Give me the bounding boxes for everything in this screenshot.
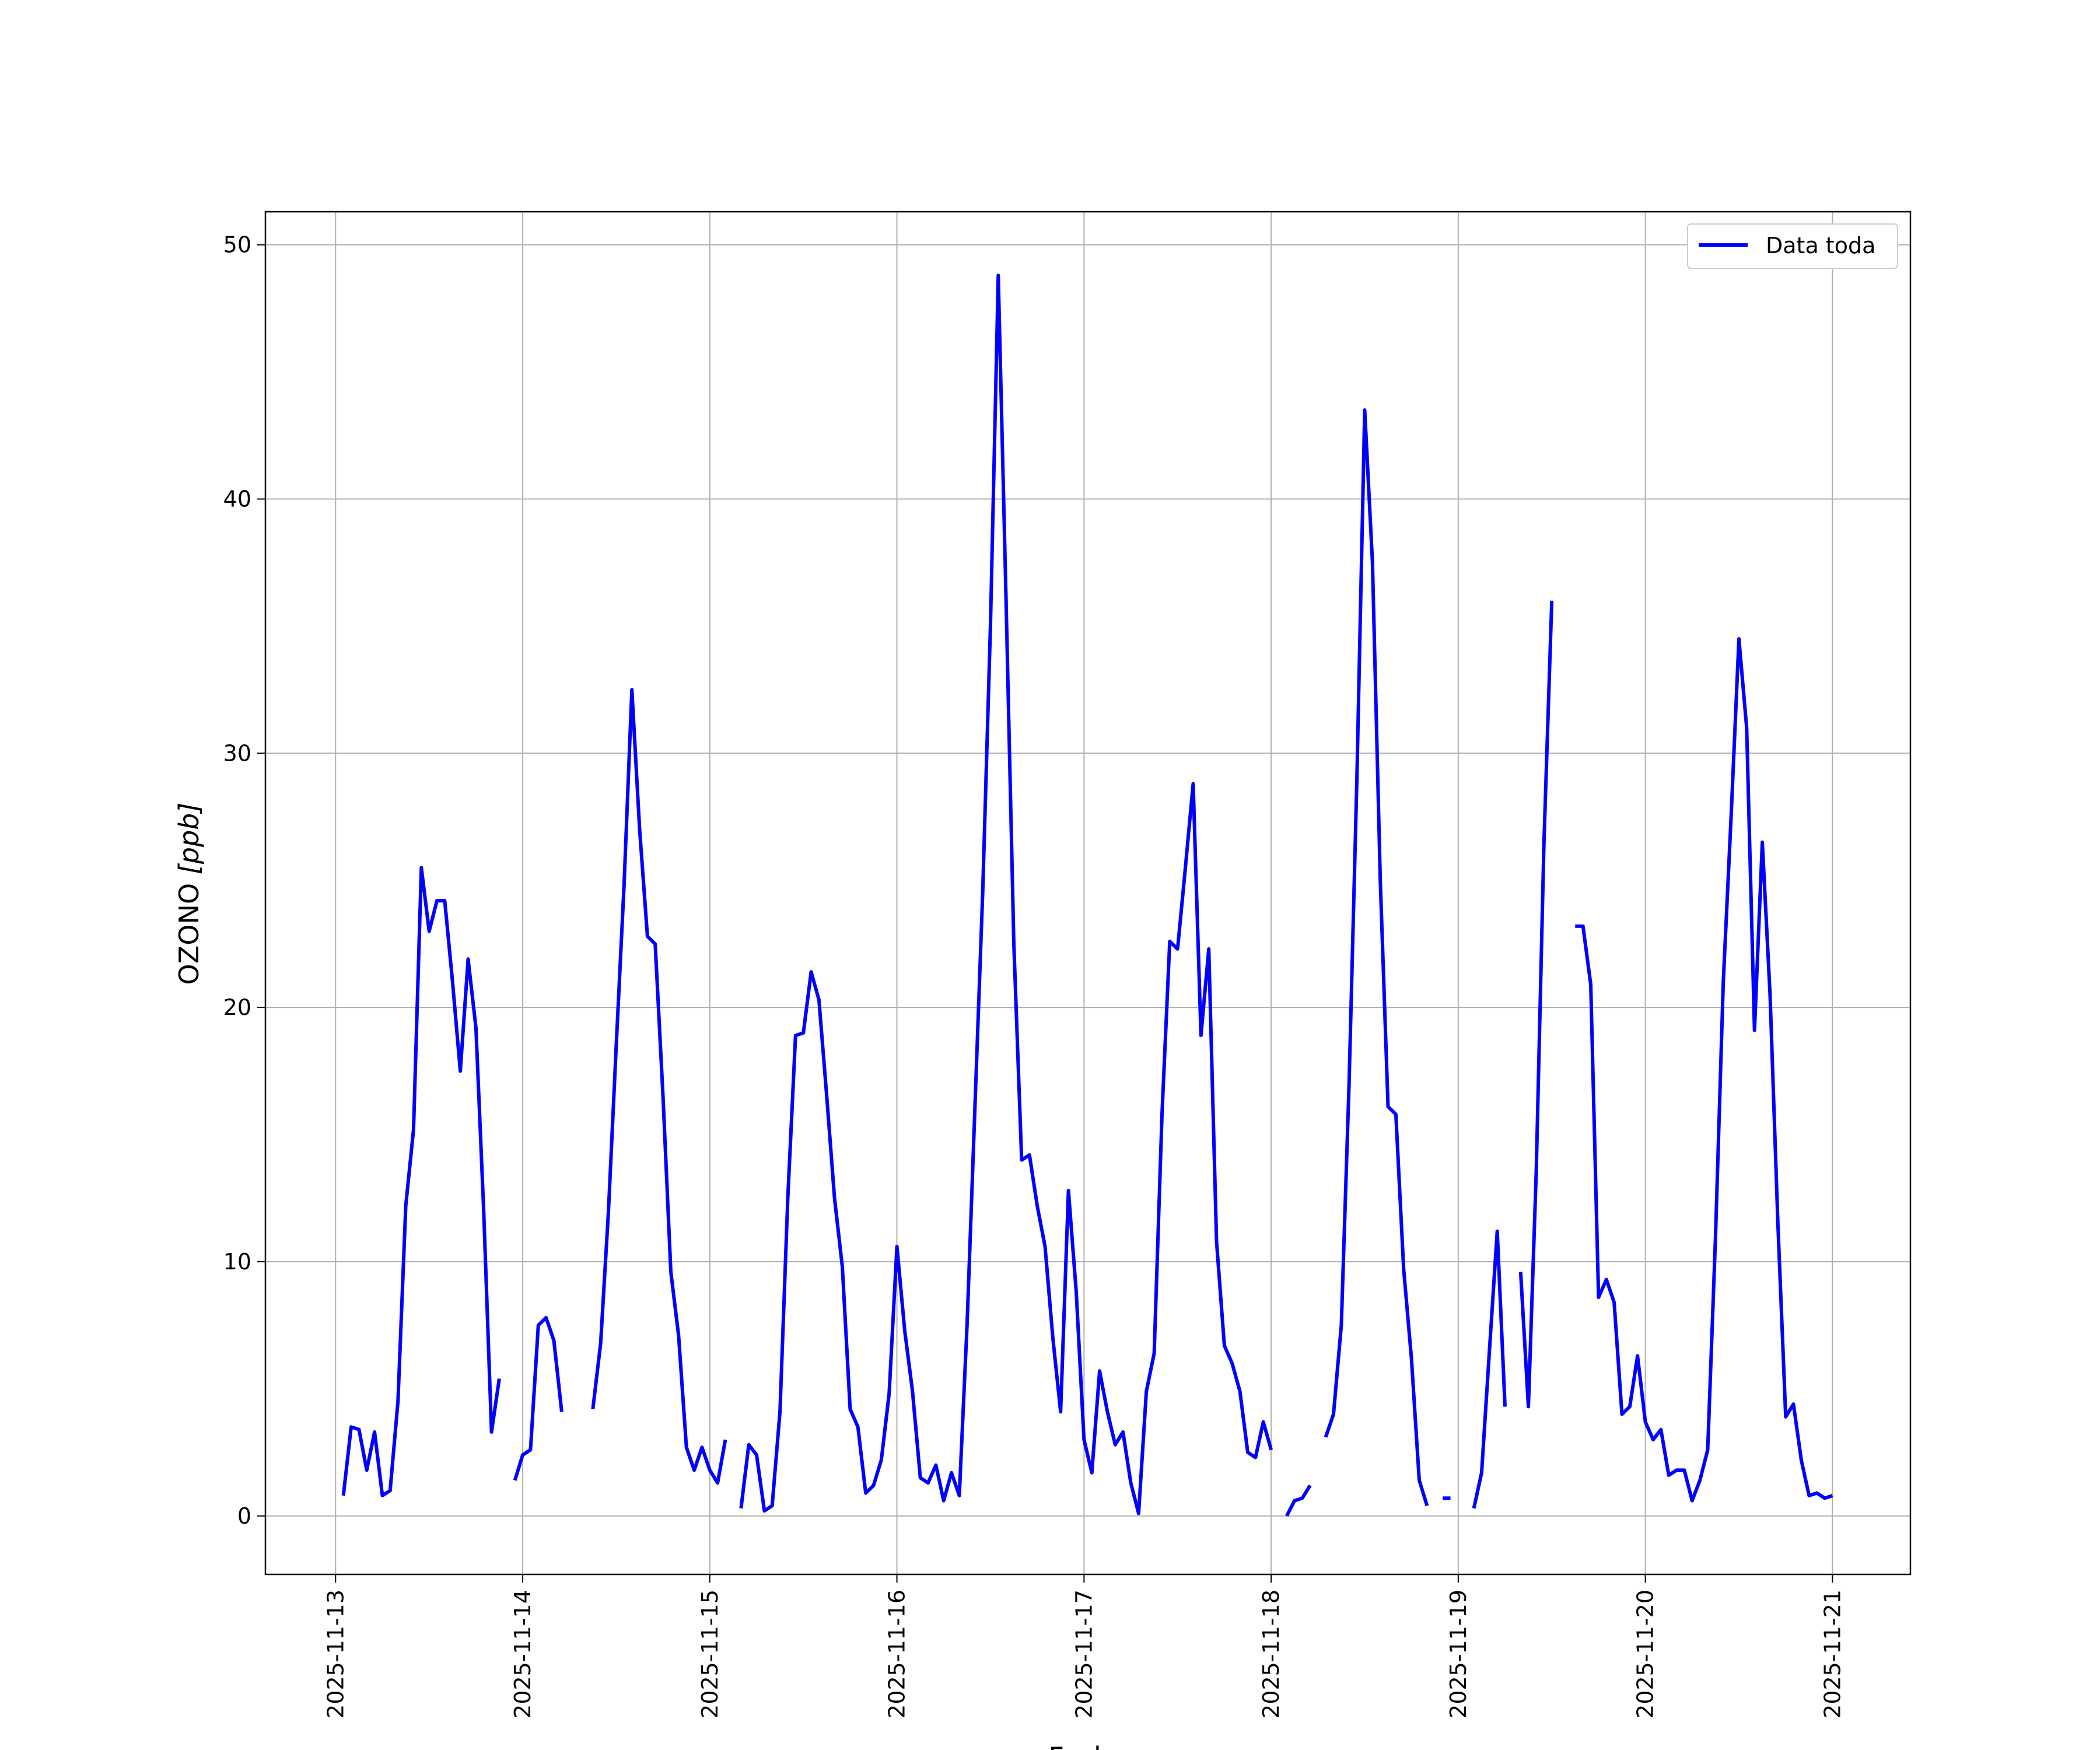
series-line-segment [1575,637,1833,1503]
plot-area [265,212,1910,1574]
y-tick-label: 0 [237,1503,251,1529]
y-tick-label: 40 [223,486,251,512]
grid [265,212,1910,1574]
x-tick-label: 2025-11-16 [884,1590,910,1718]
y-axis-title-main: OZONO [173,883,205,985]
legend-box [1687,223,1898,269]
x-tick-label: 2025-11-13 [323,1590,348,1718]
series-line-segment [739,274,1273,1516]
series-line-segment [1324,408,1429,1507]
series-line-segment [1285,1484,1312,1517]
series-line-segment [513,1315,564,1481]
legend: Data toda [1687,223,1898,269]
x-tick-label: 2025-11-19 [1446,1590,1471,1718]
x-tick-label: 2025-11-14 [510,1590,536,1718]
y-axis-title-unit: [ppb] [173,803,205,875]
series-line-segment [591,688,727,1485]
x-tick-label: 2025-11-15 [697,1590,723,1718]
y-tick-label: 30 [223,740,251,766]
x-tick-label: 2025-11-18 [1258,1590,1284,1718]
x-axis: 2025-11-13 2025-11-14 2025-11-15 2025-11-16… [323,1574,1845,1718]
x-tick-label: 2025-11-20 [1633,1590,1658,1718]
plot-frame [264,211,1912,1576]
series-line-segment [1472,1229,1507,1509]
y-axis-title: OZONO [ppb] [173,803,205,985]
x-tick-label: 2025-11-21 [1819,1590,1845,1718]
y-tick-label: 10 [223,1249,251,1275]
y-tick-label: 20 [223,995,251,1020]
series-line-segment [341,866,501,1497]
series-line-segment [1518,600,1554,1409]
x-tick-label: 2025-11-17 [1071,1590,1097,1718]
y-tick-label: 50 [223,232,251,258]
x-axis-title: Fecha [1049,1741,1128,1750]
y-axis: 0 10 20 30 40 50 [223,232,265,1529]
series-data-toda [341,274,1833,1517]
legend-label-data-toda: Data toda [1766,233,1875,258]
